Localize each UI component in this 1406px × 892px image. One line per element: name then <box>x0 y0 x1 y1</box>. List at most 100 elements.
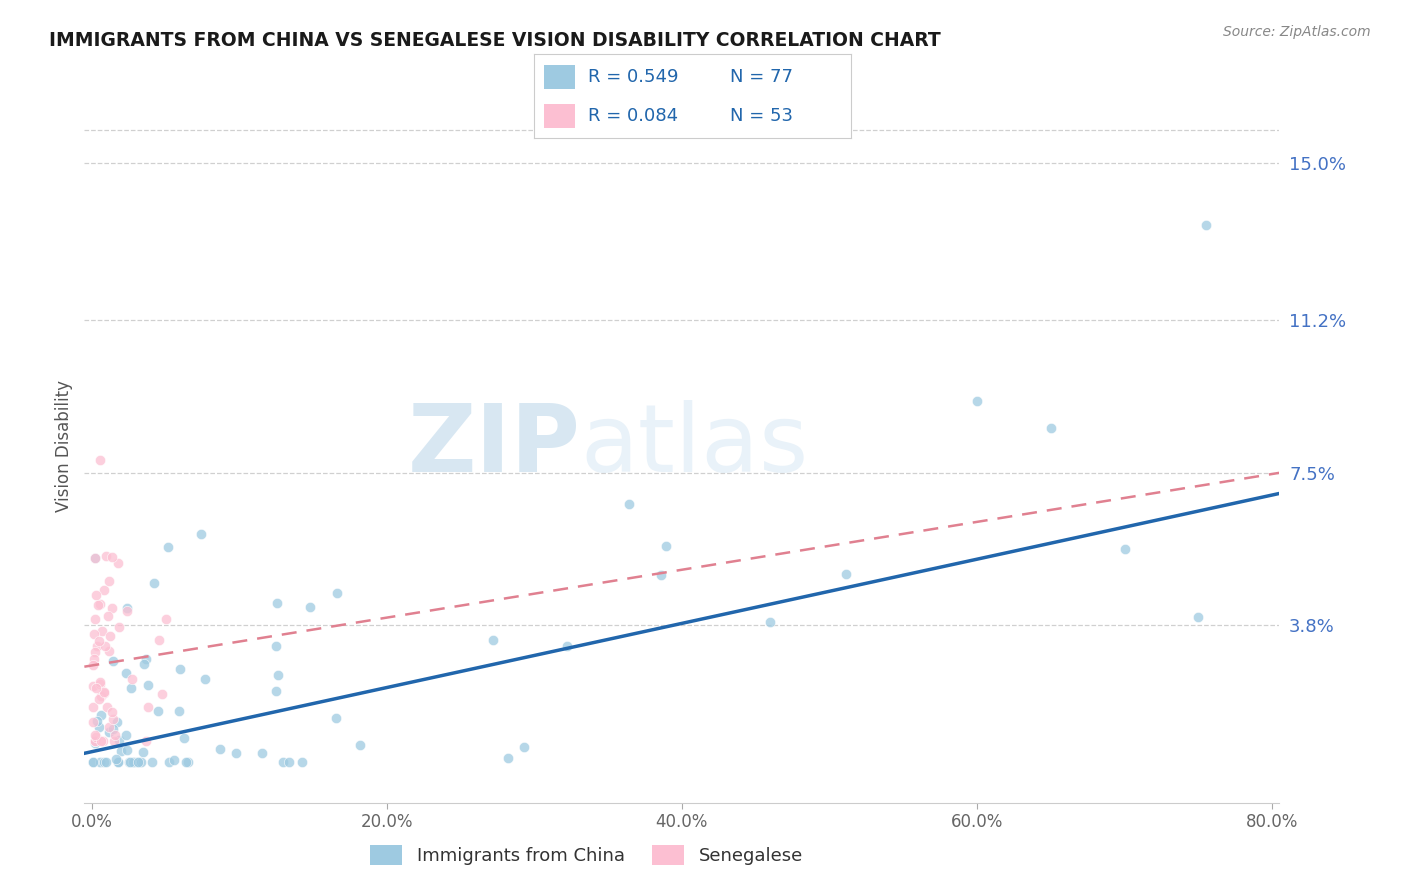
Point <box>98 644 121 658</box>
Point <box>89 633 111 648</box>
Point <box>129 755 152 769</box>
Point <box>1187 610 1209 624</box>
Text: ZIP: ZIP <box>408 400 581 492</box>
Point <box>142 575 165 590</box>
Text: N = 53: N = 53 <box>731 107 793 125</box>
Point <box>114 728 136 742</box>
Point <box>266 596 288 610</box>
Point <box>84 728 107 742</box>
Point <box>174 755 197 769</box>
Point <box>131 745 153 759</box>
Text: atlas: atlas <box>581 400 808 492</box>
Point <box>84 736 107 750</box>
Point <box>482 633 505 648</box>
Point <box>148 704 170 718</box>
Point <box>118 755 141 769</box>
Point <box>98 725 121 739</box>
Point <box>89 677 111 691</box>
Point <box>84 612 107 626</box>
Point <box>103 712 125 726</box>
Point <box>169 661 191 675</box>
Point <box>98 574 121 588</box>
Point <box>513 740 536 755</box>
Point <box>325 586 347 600</box>
Point <box>82 755 104 769</box>
Point <box>127 755 149 769</box>
Point <box>496 751 519 765</box>
Point <box>93 734 115 748</box>
Text: IMMIGRANTS FROM CHINA VS SENEGALESE VISION DISABILITY CORRELATION CHART: IMMIGRANTS FROM CHINA VS SENEGALESE VISI… <box>49 31 941 50</box>
Point <box>93 685 115 699</box>
Point <box>208 741 231 756</box>
Point <box>86 639 108 653</box>
Point <box>107 619 129 633</box>
Point <box>278 755 301 769</box>
Point <box>84 681 107 695</box>
Point <box>194 673 217 687</box>
Point <box>98 629 121 643</box>
Point <box>107 755 129 769</box>
Point <box>122 755 145 769</box>
Point <box>107 755 129 769</box>
Point <box>100 600 122 615</box>
Point <box>115 743 138 757</box>
Point <box>1195 219 1218 233</box>
Point <box>290 755 312 769</box>
Point <box>104 728 127 742</box>
Point <box>84 644 107 658</box>
Point <box>266 668 288 682</box>
Point <box>108 733 131 747</box>
Point <box>83 626 105 640</box>
Point <box>82 714 104 729</box>
Point <box>110 744 132 758</box>
Point <box>82 679 104 693</box>
Point <box>82 657 104 672</box>
Point <box>264 684 287 698</box>
Point <box>617 497 640 511</box>
Point <box>89 597 111 611</box>
Point <box>90 734 112 748</box>
Point <box>141 755 163 769</box>
Point <box>225 746 247 760</box>
Point <box>101 723 124 737</box>
Point <box>90 689 112 703</box>
Text: N = 77: N = 77 <box>731 68 793 86</box>
Point <box>114 666 136 681</box>
Point <box>299 600 322 615</box>
Point <box>93 582 115 597</box>
Point <box>94 639 117 653</box>
Y-axis label: Vision Disability: Vision Disability <box>55 380 73 512</box>
Point <box>654 539 676 553</box>
Point <box>163 753 186 767</box>
Point <box>1114 541 1136 556</box>
Text: R = 0.084: R = 0.084 <box>588 107 678 125</box>
Point <box>120 681 142 696</box>
Point <box>136 699 159 714</box>
Point <box>555 640 578 654</box>
Point <box>135 651 157 665</box>
Point <box>82 755 104 769</box>
Point <box>93 755 115 769</box>
Point <box>94 755 117 769</box>
Point <box>105 715 128 730</box>
Point <box>82 700 104 714</box>
Point <box>252 746 274 760</box>
Point <box>325 711 347 725</box>
Point <box>103 734 125 748</box>
Point <box>84 734 107 748</box>
Point <box>124 755 146 769</box>
Point <box>190 527 212 541</box>
Point <box>155 613 177 627</box>
FancyBboxPatch shape <box>544 104 575 128</box>
Point <box>157 755 180 769</box>
Point <box>87 720 110 734</box>
Legend: Immigrants from China, Senegalese: Immigrants from China, Senegalese <box>363 838 810 872</box>
Point <box>167 704 190 718</box>
Point <box>86 599 108 613</box>
Point <box>98 720 121 734</box>
Point <box>89 675 111 690</box>
Point <box>835 567 858 582</box>
Point <box>121 672 143 686</box>
Point <box>101 550 124 565</box>
Point <box>84 551 107 566</box>
